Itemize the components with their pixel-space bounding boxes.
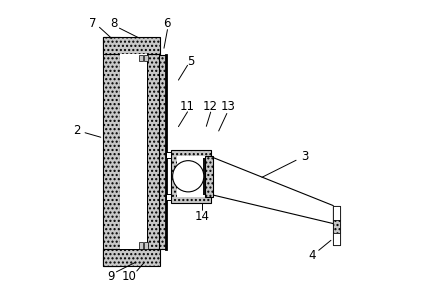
Bar [144,242,148,249]
Bar [144,55,148,62]
Bar [103,249,160,266]
Text: 10: 10 [121,270,136,283]
Bar [333,205,340,245]
Text: 12: 12 [202,100,218,113]
Text: 6: 6 [163,17,170,30]
Text: 11: 11 [180,100,195,113]
Bar [171,150,211,202]
Text: 14: 14 [195,210,210,222]
Bar [166,194,171,200]
Text: 7: 7 [89,17,97,30]
Text: 8: 8 [110,17,118,30]
Bar [177,156,205,197]
Text: 3: 3 [301,149,308,162]
Bar [139,242,143,249]
Bar [139,55,143,62]
Bar [333,205,340,220]
Bar [103,37,160,54]
Text: 5: 5 [187,55,194,68]
Text: 9: 9 [107,270,115,283]
Bar [166,152,171,158]
Text: 2: 2 [73,124,80,137]
Bar [333,220,340,233]
Circle shape [172,161,204,192]
Bar [120,54,147,249]
Bar [159,55,166,249]
Text: 13: 13 [221,100,236,113]
Bar [103,37,120,266]
Bar [203,158,205,195]
Bar [147,54,160,249]
Bar [205,156,213,197]
Text: 4: 4 [308,248,316,261]
Bar [333,233,340,245]
